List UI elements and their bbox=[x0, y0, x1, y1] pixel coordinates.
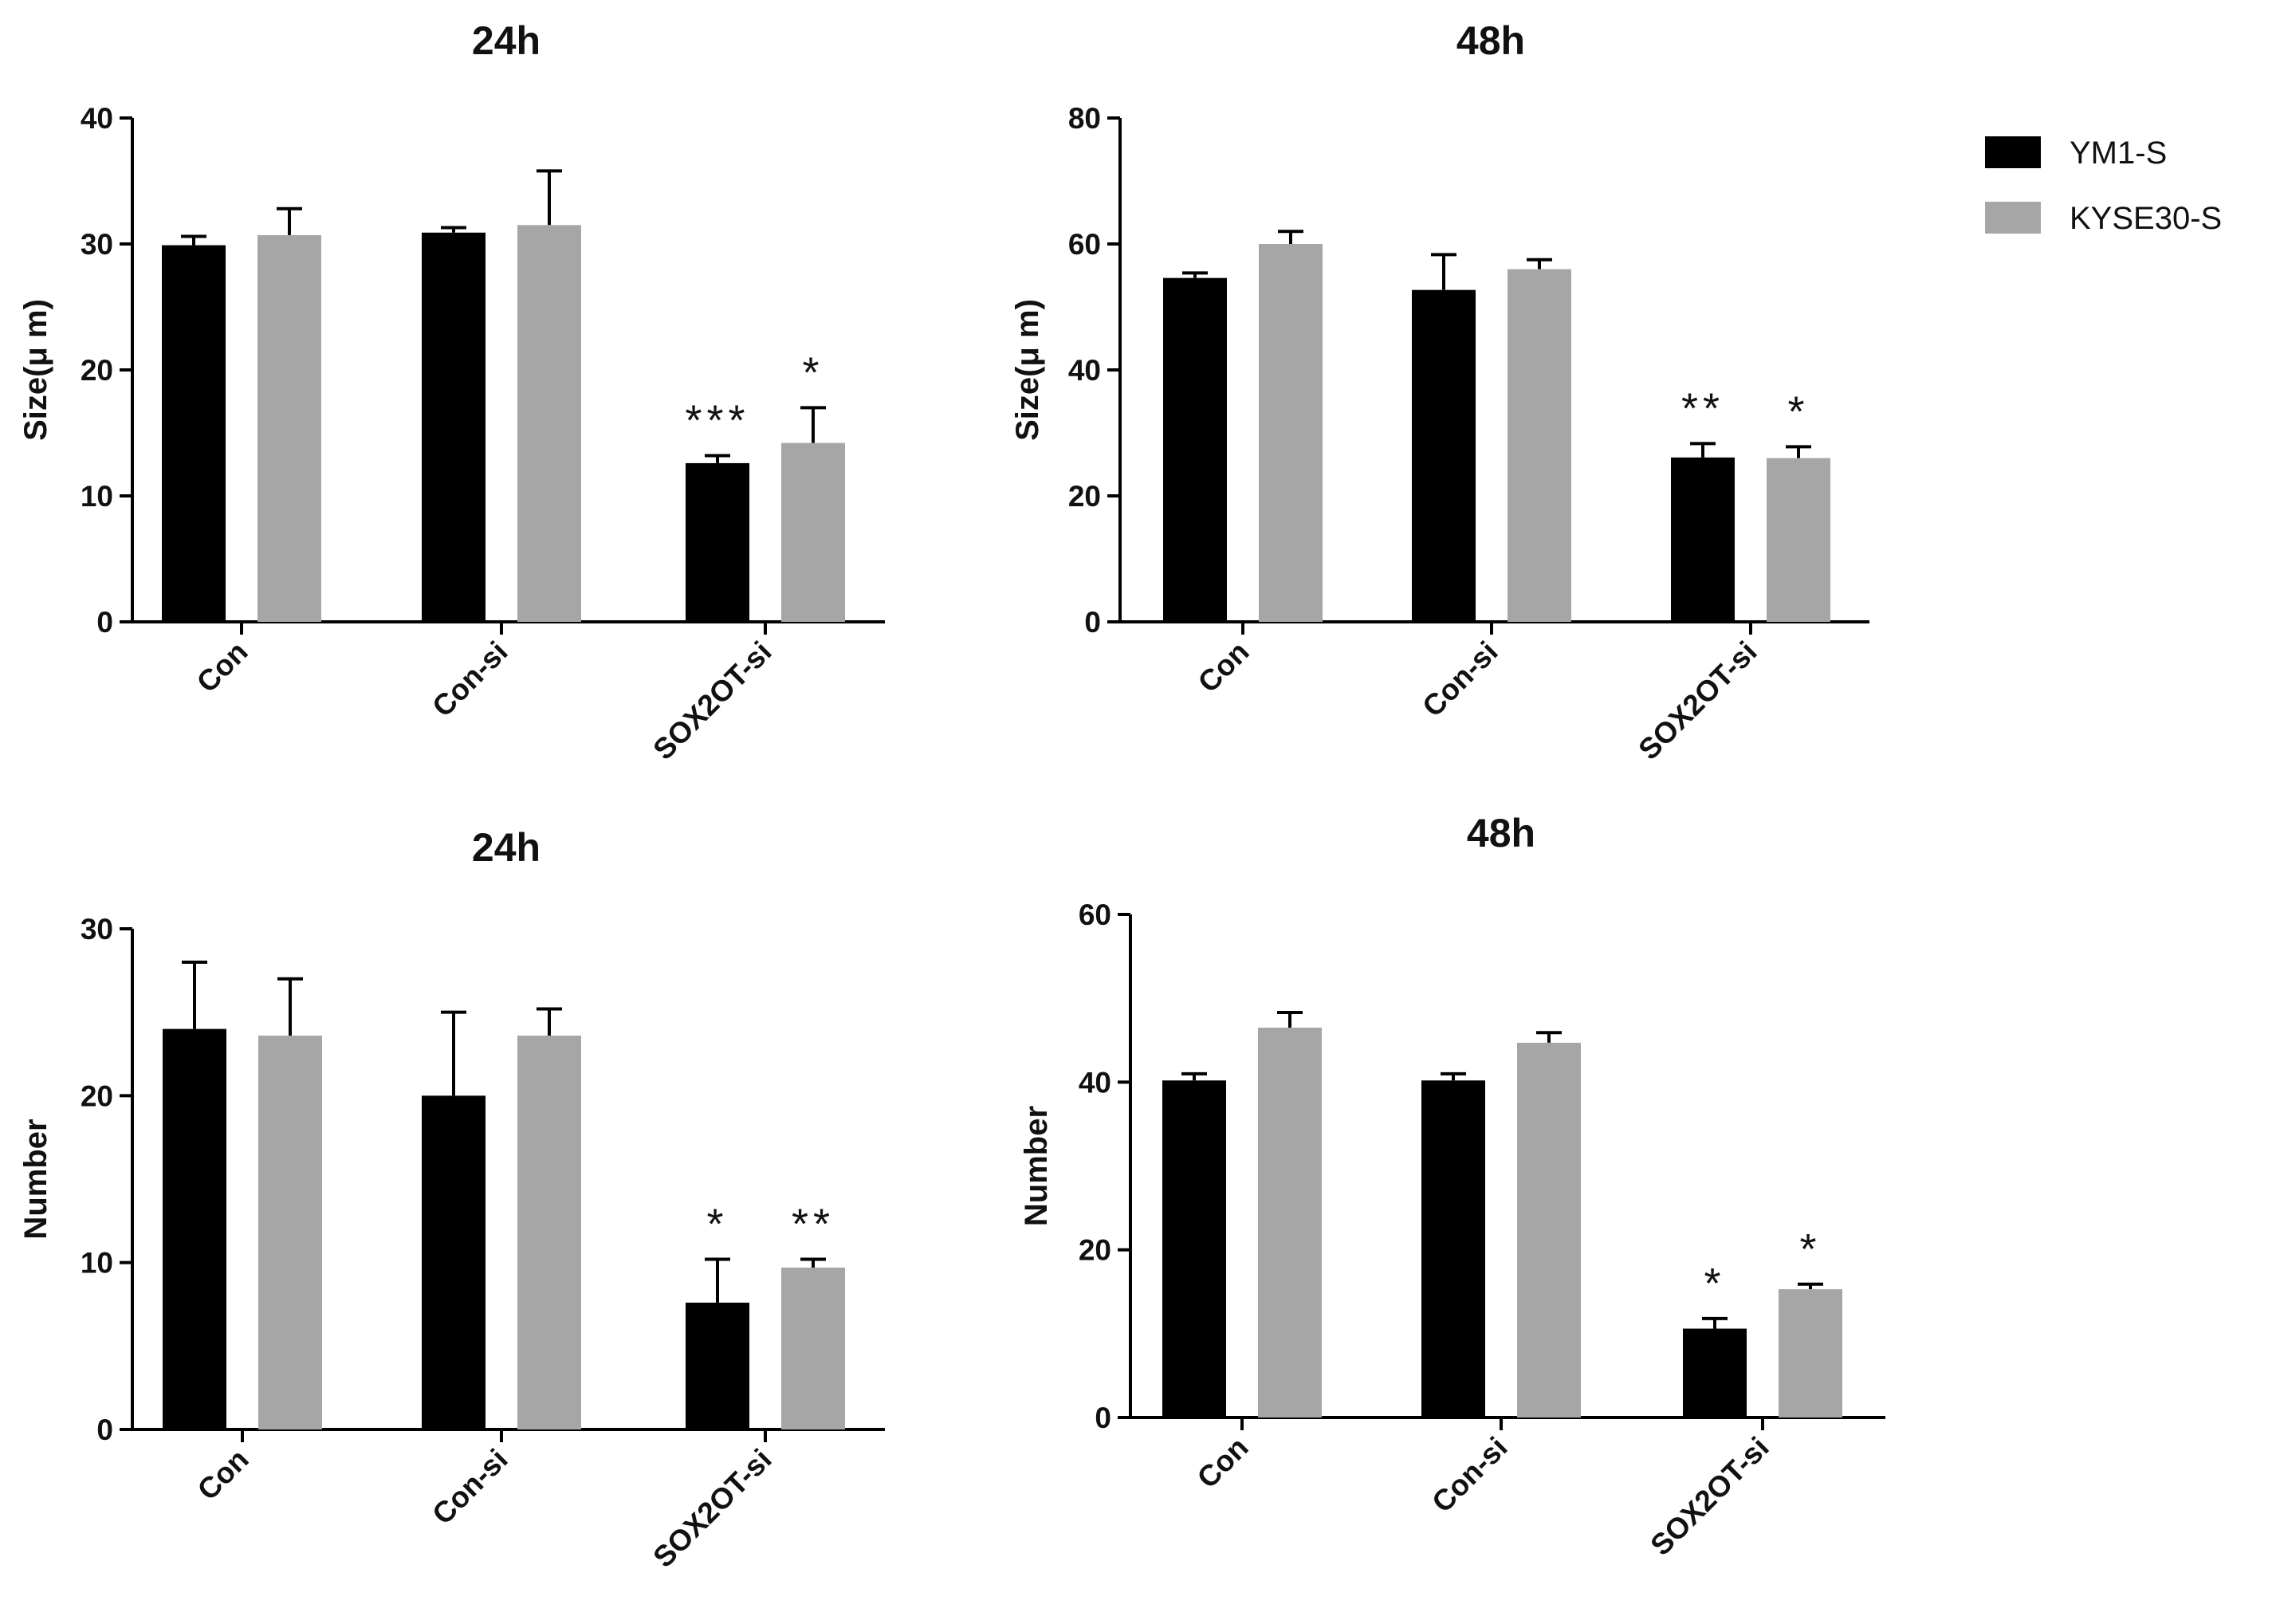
bar-ym1-s-sox2ot-si bbox=[1671, 457, 1735, 622]
y-tick-label: 0 bbox=[96, 606, 113, 639]
bar-kyse30-s-con bbox=[257, 234, 321, 622]
y-tick-label: 10 bbox=[81, 480, 113, 513]
y-axis-title: Number bbox=[1019, 1106, 1054, 1226]
x-tick-label-con: Con bbox=[191, 1443, 255, 1507]
bar-kyse30-s-con bbox=[1258, 1027, 1322, 1418]
bar-ym1-s-con bbox=[1163, 277, 1227, 622]
x-tick-label-con: Con bbox=[1191, 1431, 1255, 1495]
bar-ym1-s-sox2ot-si bbox=[1683, 1328, 1747, 1418]
bar-ym1-s-con-si bbox=[422, 1095, 485, 1429]
y-tick-label: 30 bbox=[81, 913, 113, 946]
y-axis-title: Size(μ m) bbox=[18, 299, 53, 441]
bar-kyse30-s-sox2ot-si bbox=[781, 442, 845, 622]
y-tick-label: 0 bbox=[1084, 606, 1101, 639]
x-tick-label-con: Con bbox=[1192, 635, 1256, 699]
x-tick-label-sox2ot-si: SOX2OT-si bbox=[647, 1443, 777, 1574]
bar-kyse30-s-con-si bbox=[1517, 1042, 1581, 1418]
y-tick-label: 60 bbox=[1079, 899, 1111, 931]
significance-mark-ym1-s-sox2ot-si: ** bbox=[1681, 384, 1724, 432]
x-tick-label-con: Con bbox=[191, 635, 254, 699]
chart-panel-4: 48h Number 0 20 40 60 Con Con-si * * SOX2OT-si bbox=[1019, 811, 1885, 1562]
significance-mark-kyse30-s-sox2ot-si: ** bbox=[792, 1200, 835, 1248]
bar-kyse30-s-sox2ot-si bbox=[1779, 1289, 1842, 1418]
y-axis-title: Size(μ m) bbox=[1010, 299, 1045, 441]
y-tick-label: 40 bbox=[81, 102, 113, 135]
significance-mark-ym1-s-sox2ot-si: *** bbox=[685, 396, 749, 444]
legend-label-kyse30-s: KYSE30-S bbox=[2070, 201, 2222, 236]
legend-label-ym1-s: YM1-S bbox=[2070, 136, 2167, 171]
x-tick-label-con-si: Con-si bbox=[426, 1443, 513, 1531]
bar-ym1-s-con-si bbox=[1412, 289, 1476, 622]
x-tick-label-con-si: Con-si bbox=[1425, 1431, 1513, 1519]
y-tick-label: 30 bbox=[81, 228, 113, 261]
legend-swatch-ym1-s bbox=[1985, 136, 2041, 168]
y-tick-label: 20 bbox=[81, 1079, 113, 1112]
significance-mark-kyse30-s-sox2ot-si: * bbox=[1787, 387, 1809, 435]
x-tick-label-sox2ot-si: SOX2OT-si bbox=[647, 635, 777, 766]
bar-ym1-s-con bbox=[163, 1028, 226, 1429]
bar-kyse30-s-sox2ot-si bbox=[781, 1267, 845, 1429]
y-axis-title: Number bbox=[18, 1119, 53, 1239]
x-tick-label-con-si: Con-si bbox=[1416, 635, 1504, 723]
y-tick-label: 80 bbox=[1068, 102, 1101, 135]
bar-ym1-s-sox2ot-si bbox=[686, 462, 749, 622]
bar-kyse30-s-con bbox=[1259, 244, 1323, 622]
bar-kyse30-s-con-si bbox=[517, 225, 581, 622]
chart-title: 48h bbox=[1467, 811, 1535, 855]
bar-kyse30-s-con-si bbox=[1508, 269, 1571, 622]
bar-ym1-s-sox2ot-si bbox=[686, 1302, 749, 1429]
y-tick-label: 10 bbox=[81, 1247, 113, 1280]
x-tick-label-sox2ot-si: SOX2OT-si bbox=[1632, 635, 1763, 766]
x-tick-label-con-si: Con-si bbox=[426, 635, 513, 723]
bar-kyse30-s-con bbox=[258, 1035, 322, 1429]
y-tick-label: 0 bbox=[1095, 1402, 1111, 1434]
bar-kyse30-s-con-si bbox=[517, 1035, 581, 1429]
chart-title: 24h bbox=[472, 18, 541, 63]
bar-ym1-s-con-si bbox=[1421, 1080, 1485, 1418]
significance-mark-kyse30-s-sox2ot-si: * bbox=[802, 348, 824, 396]
chart-title: 48h bbox=[1456, 18, 1525, 63]
legend-swatch-kyse30-s bbox=[1985, 202, 2041, 234]
bar-kyse30-s-sox2ot-si bbox=[1767, 458, 1830, 622]
y-tick-label: 20 bbox=[1068, 480, 1101, 513]
legend: YM1-S KYSE30-S bbox=[1985, 136, 2222, 236]
bar-ym1-s-con bbox=[1162, 1080, 1226, 1418]
y-tick-label: 40 bbox=[1068, 354, 1101, 387]
y-tick-label: 60 bbox=[1068, 228, 1101, 261]
y-tick-label: 0 bbox=[96, 1414, 113, 1446]
y-tick-label: 40 bbox=[1079, 1066, 1111, 1099]
y-tick-label: 20 bbox=[81, 354, 113, 387]
y-tick-label: 20 bbox=[1079, 1234, 1111, 1267]
significance-mark-kyse30-s-sox2ot-si: * bbox=[1799, 1225, 1821, 1273]
bar-ym1-s-con-si bbox=[422, 232, 485, 622]
significance-mark-ym1-s-sox2ot-si: * bbox=[1704, 1260, 1725, 1307]
x-tick-label-sox2ot-si: SOX2OT-si bbox=[1644, 1431, 1775, 1562]
bar-ym1-s-con bbox=[162, 245, 226, 622]
chart-title: 24h bbox=[472, 825, 541, 870]
significance-mark-ym1-s-sox2ot-si: * bbox=[706, 1200, 728, 1248]
